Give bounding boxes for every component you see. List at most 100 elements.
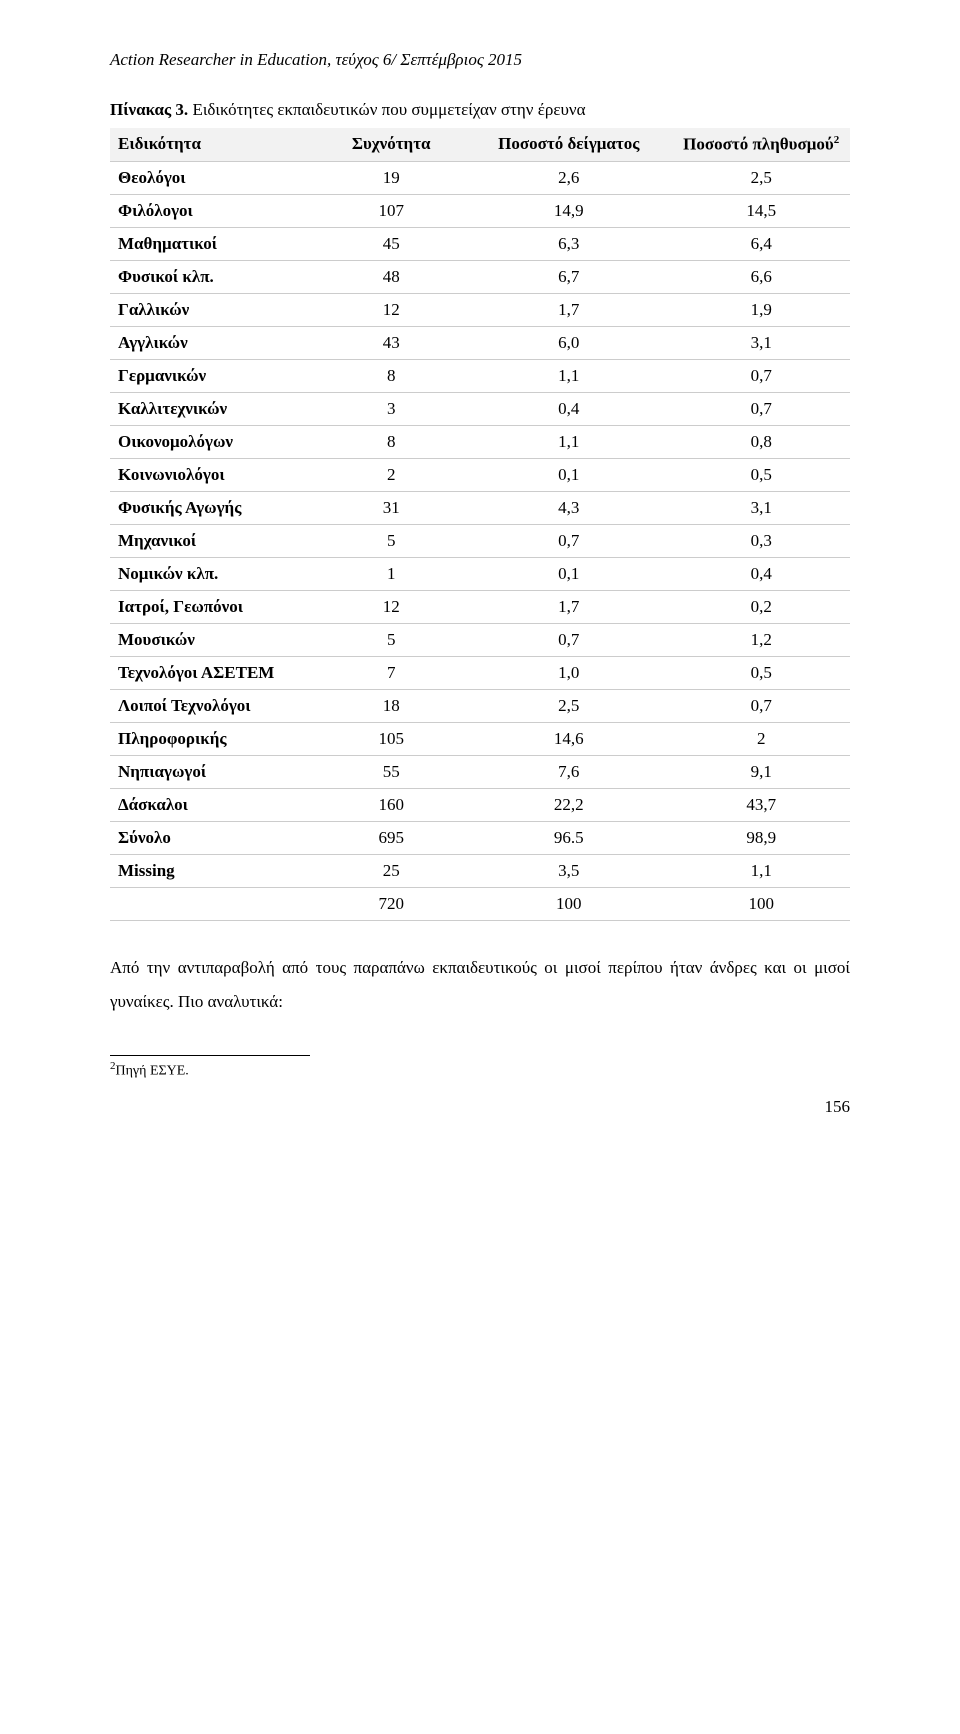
table-cell: 6,3 — [465, 227, 672, 260]
table-cell: 3,1 — [672, 326, 850, 359]
table-row: Ιατροί, Γεωπόνοι121,70,2 — [110, 590, 850, 623]
table-cell: 0,5 — [672, 656, 850, 689]
table-row: Λοιποί Τεχνολόγοι182,50,7 — [110, 689, 850, 722]
table-cell: Μηχανικοί — [110, 524, 317, 557]
table-cell: 22,2 — [465, 788, 672, 821]
specialties-table: Ειδικότητα Συχνότητα Ποσοστό δείγματος Π… — [110, 128, 850, 921]
table-cell: Νομικών κλπ. — [110, 557, 317, 590]
table-cell: 0,7 — [672, 392, 850, 425]
table-row: Τεχνολόγοι ΑΣΕΤΕΜ71,00,5 — [110, 656, 850, 689]
table-cell: Οικονομολόγων — [110, 425, 317, 458]
table-cell: 45 — [317, 227, 465, 260]
table-row: Γαλλικών121,71,9 — [110, 293, 850, 326]
table-cell: 14,5 — [672, 194, 850, 227]
table-cell: 695 — [317, 821, 465, 854]
table-cell: Δάσκαλοι — [110, 788, 317, 821]
table-cell: 48 — [317, 260, 465, 293]
table-row: Νηπιαγωγοί557,69,1 — [110, 755, 850, 788]
table-row: Φυσικοί κλπ.486,76,6 — [110, 260, 850, 293]
table-cell: 55 — [317, 755, 465, 788]
footnote-marker-sup: 2 — [834, 134, 840, 146]
table-row: Οικονομολόγων81,10,8 — [110, 425, 850, 458]
table-row: Θεολόγοι192,62,5 — [110, 161, 850, 194]
table-cell: 2,5 — [465, 689, 672, 722]
table-cell: 96.5 — [465, 821, 672, 854]
table-cell: 19 — [317, 161, 465, 194]
table-cell: 3,1 — [672, 491, 850, 524]
document-page: Action Researcher in Education, τεύχος 6… — [0, 0, 960, 1157]
table-cell: 105 — [317, 722, 465, 755]
table-cell: 1,7 — [465, 293, 672, 326]
table-row: Κοινωνιολόγοι20,10,5 — [110, 458, 850, 491]
table-cell: 1,1 — [465, 425, 672, 458]
table-cell: Τεχνολόγοι ΑΣΕΤΕΜ — [110, 656, 317, 689]
table-cell: 1,9 — [672, 293, 850, 326]
table-row: Δάσκαλοι16022,243,7 — [110, 788, 850, 821]
table-row: Μαθηματικοί456,36,4 — [110, 227, 850, 260]
table-cell: 2 — [672, 722, 850, 755]
table-cell: 1,1 — [465, 359, 672, 392]
table-row: Καλλιτεχνικών30,40,7 — [110, 392, 850, 425]
table-cell: Πληροφορικής — [110, 722, 317, 755]
table-cell: 0,1 — [465, 557, 672, 590]
table-cell: 0,7 — [465, 623, 672, 656]
table-cell: 0,1 — [465, 458, 672, 491]
col-header-population-pct: Ποσοστό πληθυσμού2 — [672, 128, 850, 161]
table-cell: 0,3 — [672, 524, 850, 557]
col-header-sample-pct: Ποσοστό δείγματος — [465, 128, 672, 161]
caption-prefix: Πίνακας 3. — [110, 100, 188, 119]
table-row: Αγγλικών436,03,1 — [110, 326, 850, 359]
table-cell: Σύνολο — [110, 821, 317, 854]
table-cell: 4,3 — [465, 491, 672, 524]
table-cell: Νηπιαγωγοί — [110, 755, 317, 788]
table-cell: 8 — [317, 359, 465, 392]
page-header: Action Researcher in Education, τεύχος 6… — [110, 50, 850, 70]
table-cell: 1 — [317, 557, 465, 590]
table-cell: 6,4 — [672, 227, 850, 260]
table-cell: Missing — [110, 854, 317, 887]
table-cell: 1,0 — [465, 656, 672, 689]
table-cell: Μαθηματικοί — [110, 227, 317, 260]
table-caption: Πίνακας 3. Ειδικότητες εκπαιδευτικών που… — [110, 100, 850, 120]
table-cell: Φυσικής Αγωγής — [110, 491, 317, 524]
table-row: Missing253,51,1 — [110, 854, 850, 887]
table-cell: 8 — [317, 425, 465, 458]
table-cell: 14,9 — [465, 194, 672, 227]
table-cell: 0,7 — [465, 524, 672, 557]
table-cell: 14,6 — [465, 722, 672, 755]
footnote-divider — [110, 1055, 310, 1056]
table-row: Φυσικής Αγωγής314,33,1 — [110, 491, 850, 524]
table-cell: 0,5 — [672, 458, 850, 491]
table-cell: 12 — [317, 590, 465, 623]
table-cell: Φυσικοί κλπ. — [110, 260, 317, 293]
table-cell: Μουσικών — [110, 623, 317, 656]
table-row: 720100100 — [110, 887, 850, 920]
table-cell: 3,5 — [465, 854, 672, 887]
table-cell: 7,6 — [465, 755, 672, 788]
table-cell: 1,1 — [672, 854, 850, 887]
table-row: Νομικών κλπ.10,10,4 — [110, 557, 850, 590]
table-cell: 31 — [317, 491, 465, 524]
body-paragraph: Από την αντιπαραβολή από τους παραπάνω ε… — [110, 951, 850, 1019]
footnote: 2Πηγή ΕΣΥΕ. — [110, 1060, 850, 1080]
table-cell: 0,7 — [672, 689, 850, 722]
table-cell: 6,0 — [465, 326, 672, 359]
caption-rest: Ειδικότητες εκπαιδευτικών που συμμετείχα… — [188, 100, 585, 119]
table-cell: 0,4 — [465, 392, 672, 425]
footnote-text: Πηγή ΕΣΥΕ. — [116, 1063, 189, 1078]
table-cell: 720 — [317, 887, 465, 920]
table-cell: 0,8 — [672, 425, 850, 458]
table-cell: 0,2 — [672, 590, 850, 623]
col-header-specialty: Ειδικότητα — [110, 128, 317, 161]
table-row: Γερμανικών81,10,7 — [110, 359, 850, 392]
table-row: Πληροφορικής10514,62 — [110, 722, 850, 755]
table-cell: 100 — [465, 887, 672, 920]
table-cell: Λοιποί Τεχνολόγοι — [110, 689, 317, 722]
table-cell: 2,5 — [672, 161, 850, 194]
table-cell: 6,6 — [672, 260, 850, 293]
table-cell: 9,1 — [672, 755, 850, 788]
table-cell: 0,7 — [672, 359, 850, 392]
table-cell — [110, 887, 317, 920]
table-cell: 100 — [672, 887, 850, 920]
table-body: Θεολόγοι192,62,5Φιλόλογοι10714,914,5Μαθη… — [110, 161, 850, 920]
